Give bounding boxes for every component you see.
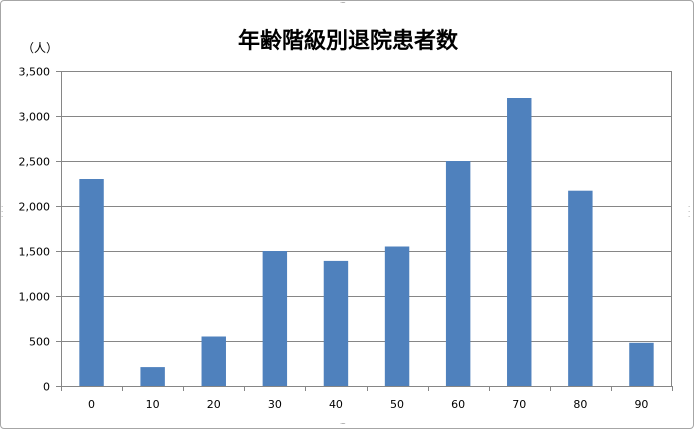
axes <box>56 71 673 391</box>
y-tick-label: 500 <box>29 336 50 349</box>
x-tick-label: 60 <box>451 398 465 411</box>
y-tick-label: 1,000 <box>19 291 51 304</box>
x-tick-label: 90 <box>634 398 648 411</box>
resize-handle-right-icon[interactable]: · · · <box>688 203 690 221</box>
y-axis-unit-label: （人） <box>22 41 58 55</box>
bar-10 <box>140 367 165 386</box>
bars <box>79 98 654 386</box>
resize-handle-top-icon[interactable]: ···· <box>340 0 346 7</box>
y-tick-label: 1,500 <box>19 246 51 259</box>
bar-30 <box>262 251 288 386</box>
plot-area-border <box>61 71 672 387</box>
bar-60 <box>445 161 471 386</box>
resize-handle-left-icon[interactable]: · · · <box>1 203 3 221</box>
x-tick-label: 70 <box>512 398 526 411</box>
y-tick-label: 2,500 <box>19 156 51 169</box>
y-tick-labels: 0 500 1,000 1,500 2,000 2,500 3,000 3,500 <box>19 66 51 394</box>
x-tick-label: 10 <box>146 398 160 411</box>
y-tick-label: 2,000 <box>19 201 51 214</box>
x-tick-label: 40 <box>329 398 343 411</box>
x-tick-label: 50 <box>390 398 404 411</box>
chart-title: 年齢階級別退院患者数 <box>238 28 459 54</box>
x-tick-label: 20 <box>207 398 221 411</box>
resize-handle-bottom-icon[interactable]: ···· <box>340 420 346 428</box>
x-tick-labels: 0 10 20 30 40 50 60 70 80 90 <box>88 398 648 411</box>
x-tick-label: 30 <box>268 398 282 411</box>
bar-20 <box>201 336 226 386</box>
x-tick-label: 0 <box>88 398 95 411</box>
x-tick-label: 80 <box>573 398 587 411</box>
bar-40 <box>323 260 349 386</box>
bar-0 <box>79 179 104 386</box>
bar-70 <box>507 98 532 386</box>
y-tick-label: 0 <box>43 381 50 394</box>
bar-50 <box>384 246 410 386</box>
y-tick-label: 3,000 <box>19 111 51 124</box>
y-tick-label: 3,500 <box>19 66 51 79</box>
bar-90 <box>629 342 654 386</box>
bar-80 <box>568 190 593 386</box>
